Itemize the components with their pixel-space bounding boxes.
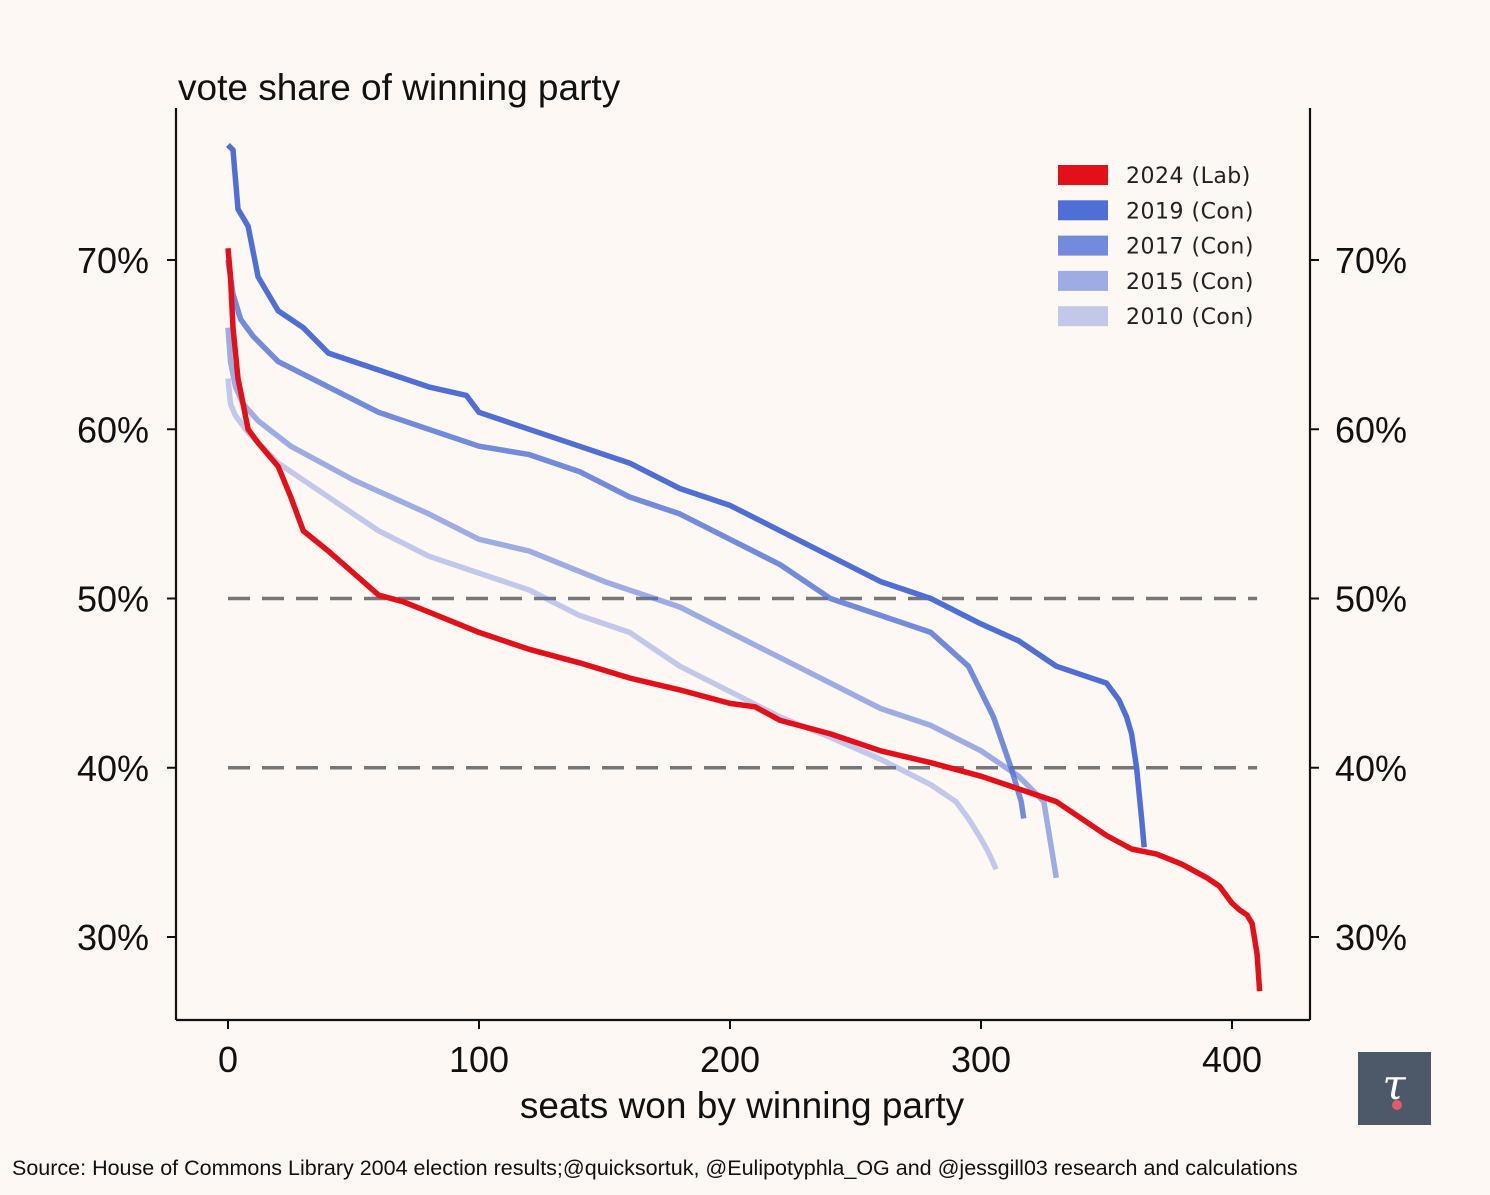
y-tick-label-right: 60% <box>1335 409 1407 450</box>
tau-logo-icon: τ <box>1382 1060 1406 1110</box>
logo-dot <box>1392 1100 1402 1110</box>
series-line-2017-con <box>225 259 1027 819</box>
line-chart: 30% 30% 40% 40% 50% 50% 60% 60% 70% 70% 0 100 200 300… <box>77 67 1407 1126</box>
y-tick-label-right: 70% <box>1335 240 1407 281</box>
legend-swatch <box>1058 200 1108 221</box>
series-line-2019-con <box>226 142 1147 848</box>
x-tick-label: 100 <box>449 1039 509 1080</box>
y-tick-label-right: 50% <box>1335 579 1407 620</box>
publisher-logo: τ <box>1358 1052 1431 1125</box>
x-tick-label: 0 <box>218 1039 238 1080</box>
legend-label: 2015 (Con) <box>1126 270 1254 295</box>
x-tick-label: 400 <box>1202 1039 1262 1080</box>
series-line-2024-lab <box>225 247 1263 992</box>
x-axis-label: seats won by winning party <box>520 1085 965 1126</box>
y-tick-label-left: 50% <box>77 579 149 620</box>
legend-swatch <box>1058 235 1108 256</box>
legend-swatch <box>1058 306 1108 327</box>
legend-label: 2010 (Con) <box>1126 305 1254 330</box>
series-lines <box>225 142 1263 992</box>
x-tick-label: 200 <box>700 1039 760 1080</box>
legend-swatch <box>1058 165 1108 185</box>
chart-title: vote share of winning party <box>178 67 621 108</box>
series-line-2015-con <box>225 327 1060 879</box>
x-tick-label: 300 <box>951 1039 1011 1080</box>
y-tick-label-left: 70% <box>77 240 149 281</box>
series-line-2010-con <box>225 378 999 871</box>
ticks: 30% 30% 40% 40% 50% 50% 60% 60% 70% 70% 0 100 200 300… <box>77 240 1407 1080</box>
y-tick-label-left: 40% <box>77 748 149 789</box>
legend-label: 2019 (Con) <box>1126 199 1254 224</box>
legend-swatch <box>1058 270 1108 291</box>
legend-label: 2024 (Lab) <box>1126 164 1251 189</box>
legend-label: 2017 (Con) <box>1126 235 1254 260</box>
source-note: Source: House of Commons Library 2004 el… <box>12 1156 1298 1180</box>
y-tick-label-right: 30% <box>1335 917 1407 958</box>
y-tick-label-right: 40% <box>1335 748 1407 789</box>
legend: 2024 (Lab) 2019 (Con) 2017 (Con) 2015 (Con)… <box>1058 164 1254 330</box>
y-tick-label-left: 60% <box>77 409 149 450</box>
y-tick-label-left: 30% <box>77 917 149 958</box>
